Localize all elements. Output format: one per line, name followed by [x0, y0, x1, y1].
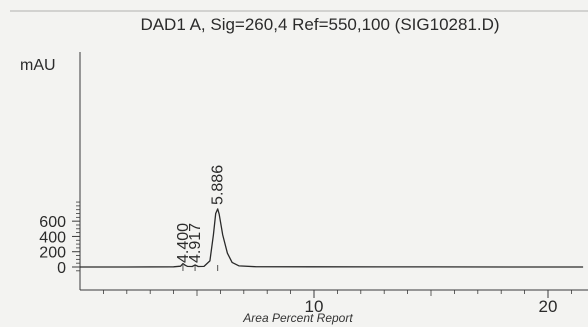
series-line-0 — [80, 208, 584, 268]
x-tick-label: 10 — [305, 297, 324, 316]
y-tick-label: 600 — [39, 214, 66, 231]
report-caption: Area Percent Report — [242, 311, 353, 325]
y-tick-label: 400 — [39, 229, 66, 246]
y-tick-label: 0 — [57, 260, 66, 277]
y-axis-label: mAU — [20, 57, 56, 74]
axes — [10, 10, 588, 291]
peak-label: 4.400 — [175, 223, 192, 263]
peak-label: 5.886 — [210, 165, 227, 205]
series-group — [80, 208, 584, 271]
x-tick-label: 20 — [539, 297, 558, 316]
peak-label: 4.917 — [187, 223, 204, 263]
chart-title: DAD1 A, Sig=260,4 Ref=550,100 (SIG10281.… — [140, 15, 499, 34]
y-tick-label: 200 — [39, 245, 66, 262]
tick-marks — [72, 201, 572, 298]
